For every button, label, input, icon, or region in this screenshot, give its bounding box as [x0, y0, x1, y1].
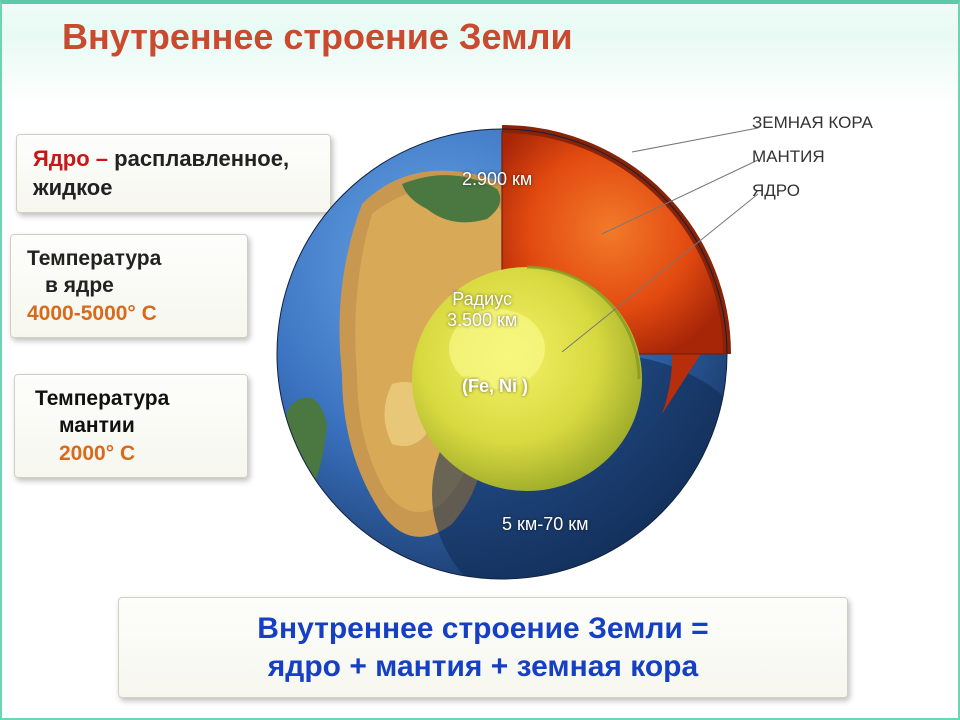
- core-temp-l2: в ядре: [27, 272, 231, 299]
- core-label-rest2: жидкое: [33, 175, 112, 200]
- legend-crust: ЗЕМНАЯ КОРА: [752, 106, 873, 140]
- mantle-temperature-box: Температура мантии 2000° С: [14, 374, 248, 478]
- core-temp-l1: Температура: [27, 245, 231, 272]
- formula-line1: Внутреннее строение Земли =: [137, 610, 829, 648]
- legend-mantle: МАНТИЯ: [752, 140, 873, 174]
- page-title: Внутреннее строение Земли: [62, 16, 573, 58]
- core-composition-label: (Fe, Ni ): [462, 376, 528, 397]
- core-radius-label: Радиус 3.500 км: [447, 289, 517, 331]
- formula-box: Внутреннее строение Земли = ядро + манти…: [118, 597, 848, 698]
- core-temperature-box: Температура в ядре 4000-5000° С: [10, 234, 248, 338]
- core-temp-value: 4000-5000° С: [27, 300, 231, 327]
- earth-cutaway-diagram: ЗЕМНАЯ КОРА МАНТИЯ ЯДРО 2.900 км Радиус …: [252, 94, 852, 594]
- formula-line2: ядро + мантия + земная кора: [137, 648, 829, 686]
- crust-thickness-label: 5 км-70 км: [502, 514, 589, 535]
- mantle-temp-l1: Температура: [31, 385, 231, 412]
- legend: ЗЕМНАЯ КОРА МАНТИЯ ЯДРО: [752, 106, 873, 208]
- core-label-red: Ядро –: [33, 146, 108, 171]
- legend-core: ЯДРО: [752, 174, 873, 208]
- mantle-temp-value: 2000° С: [31, 440, 231, 467]
- mantle-temp-l2: мантии: [31, 412, 231, 439]
- mantle-depth-label: 2.900 км: [462, 169, 532, 190]
